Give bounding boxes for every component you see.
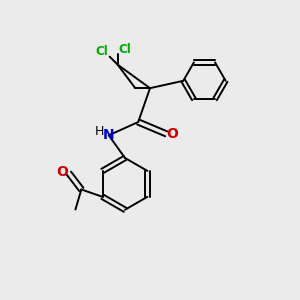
- Text: Cl: Cl: [95, 45, 108, 58]
- Text: Cl: Cl: [118, 43, 131, 56]
- Text: O: O: [57, 165, 68, 179]
- Text: N: N: [103, 128, 115, 142]
- Text: H: H: [95, 125, 104, 138]
- Text: O: O: [167, 127, 178, 141]
